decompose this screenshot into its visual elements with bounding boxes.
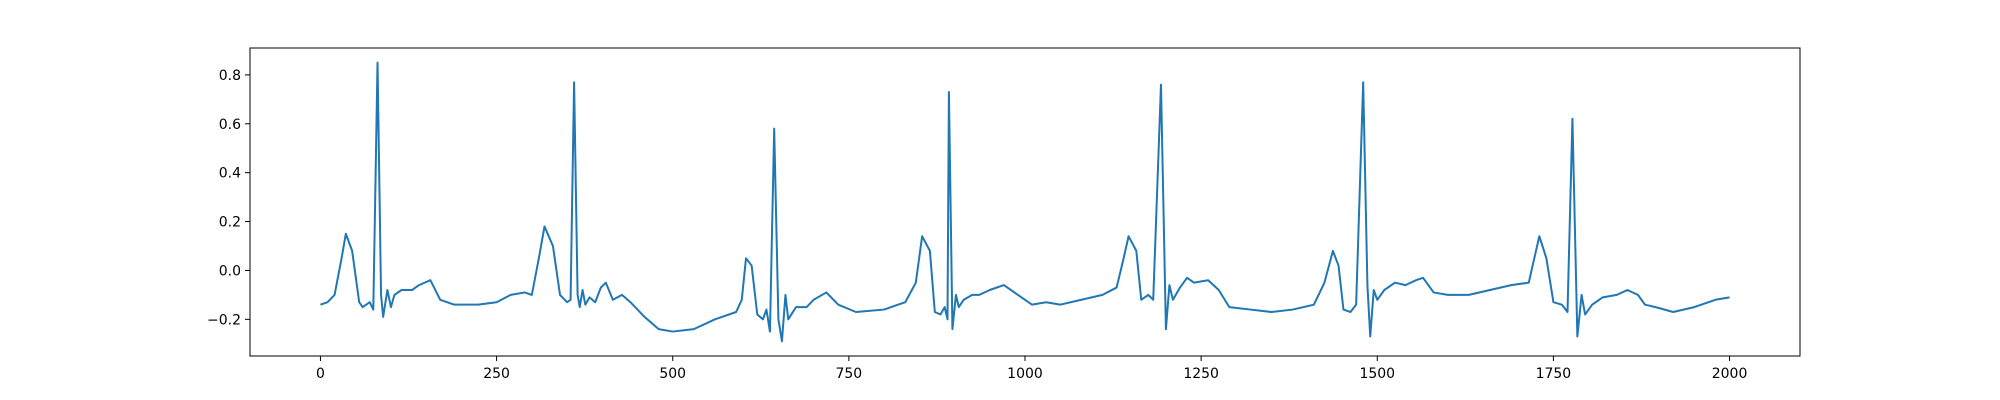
x-tick-label: 500 (659, 366, 686, 382)
x-tick-label: 0 (316, 366, 325, 382)
x-tick-label: 1750 (1536, 366, 1572, 382)
y-tick-label: 0.2 (219, 215, 241, 231)
y-tick-label: 0.4 (219, 166, 241, 182)
y-tick-label: 0.0 (219, 263, 241, 279)
x-tick-label: 1500 (1359, 366, 1395, 382)
plot-frame (249, 47, 1801, 357)
x-tick-label: 2000 (1712, 366, 1748, 382)
x-tick-label: 250 (483, 366, 510, 382)
x-tick-label: 1250 (1183, 366, 1219, 382)
data-line (320, 61, 1730, 343)
y-tick-label: −0.2 (207, 312, 241, 328)
x-tick-label: 1000 (1007, 366, 1043, 382)
y-tick-label: 0.8 (219, 68, 241, 84)
y-tick-label: 0.6 (219, 117, 241, 133)
x-tick-label: 750 (835, 366, 862, 382)
